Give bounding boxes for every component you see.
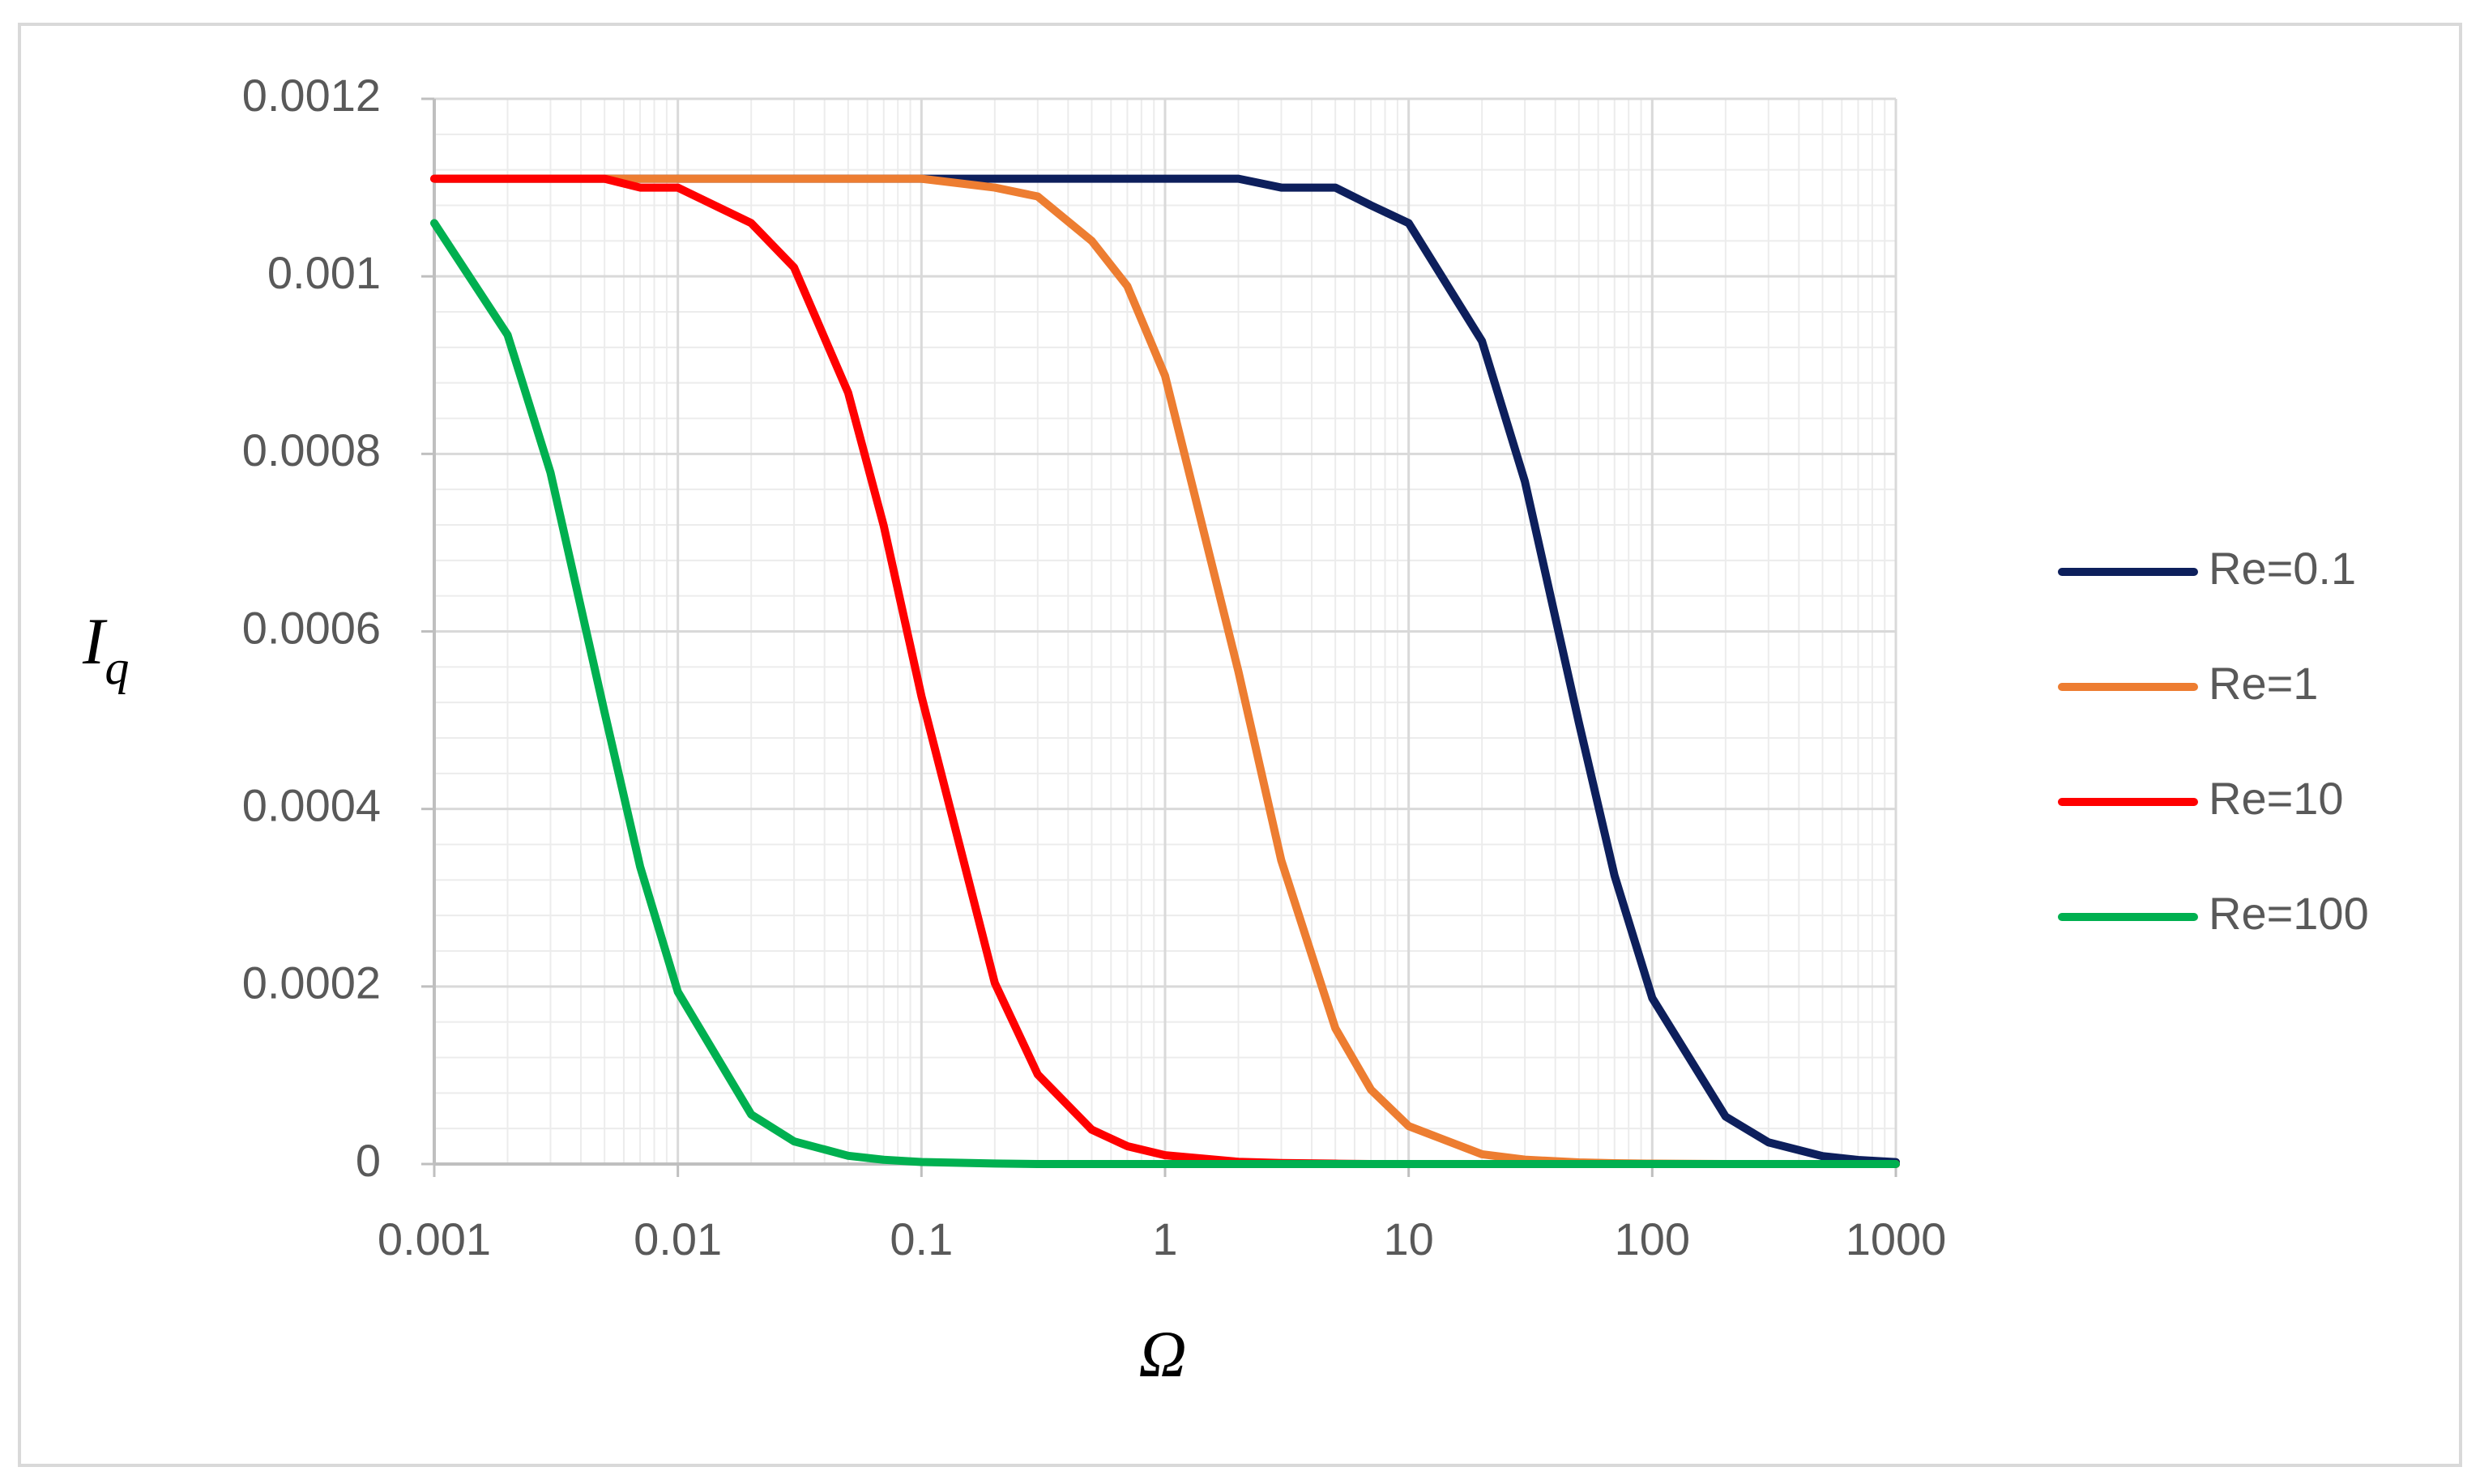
x-tick-label: 1000 bbox=[1846, 1213, 1947, 1264]
y-axis-title-subscript: q bbox=[105, 641, 129, 694]
legend-label: Re=10 bbox=[2209, 773, 2344, 824]
y-tick-label: 0.0006 bbox=[242, 602, 381, 653]
x-tick-label: 1 bbox=[1152, 1213, 1177, 1264]
y-tick-label: 0.0008 bbox=[242, 424, 381, 475]
x-tick-label: 0.001 bbox=[378, 1213, 491, 1264]
x-tick-label: 100 bbox=[1615, 1213, 1690, 1264]
legend-label: Re=1 bbox=[2209, 658, 2318, 709]
legend-label: Re=0.1 bbox=[2209, 543, 2356, 594]
y-tick-label: 0.0012 bbox=[242, 70, 381, 121]
y-axis-title: Iq bbox=[82, 604, 129, 694]
legend-label: Re=100 bbox=[2209, 888, 2369, 939]
y-tick-label: 0.001 bbox=[267, 247, 381, 298]
y-axis-title-main: I bbox=[82, 604, 108, 678]
y-tick-label: 0.0002 bbox=[242, 957, 381, 1009]
x-tick-label: 0.1 bbox=[890, 1213, 953, 1264]
x-tick-label: 0.01 bbox=[634, 1213, 722, 1264]
x-axis-title: Ω bbox=[1138, 1317, 1186, 1391]
chart-border bbox=[18, 23, 2462, 1467]
series-line bbox=[430, 219, 1900, 1168]
x-tick-label: 10 bbox=[1384, 1213, 1434, 1264]
y-tick-label: 0 bbox=[356, 1135, 381, 1186]
y-tick-label: 0.0004 bbox=[242, 779, 381, 830]
